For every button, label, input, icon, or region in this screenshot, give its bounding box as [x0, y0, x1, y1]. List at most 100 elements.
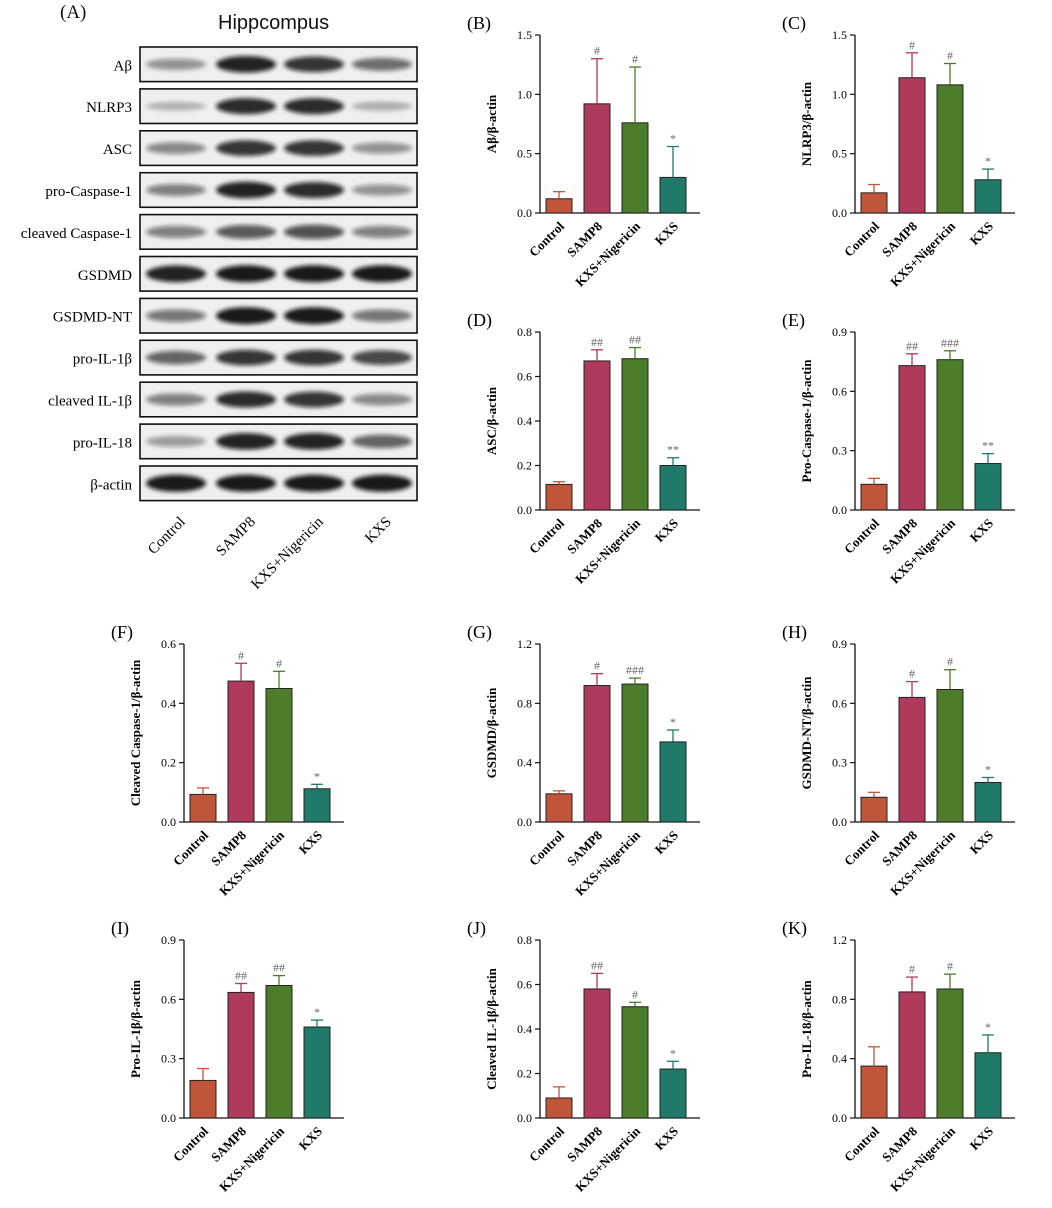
x-tick-label-kxs: KXS [652, 516, 682, 546]
y-tick-label: 0.0 [517, 206, 532, 220]
blot-band [146, 309, 206, 322]
bar-group-control [860, 791, 888, 823]
blot-row-pro-caspase-1: pro-Caspase-1 [45, 171, 418, 209]
blot-row-label: ASC [103, 142, 132, 158]
blot-band [352, 265, 412, 283]
bar-group-kxs-nigericin: # [936, 959, 964, 1119]
panel-label: (I) [111, 918, 129, 939]
bar-group-control [860, 1046, 888, 1119]
blot-band [146, 474, 206, 492]
significance-marker: # [632, 52, 638, 66]
x-tick-label-kxs-nigericin: KXS+Nigericin [572, 515, 644, 587]
blot-band [216, 433, 276, 450]
blot-band [284, 56, 344, 73]
blot-row-label: pro-IL-1β [73, 352, 132, 368]
bar-group-kxs-nigericin: # [621, 987, 649, 1119]
y-tick-label: 0.0 [517, 1111, 532, 1125]
x-tick-label-control: Control [526, 827, 567, 868]
blot-row-label: pro-Caspase-1 [45, 184, 132, 200]
significance-marker: * [314, 769, 320, 783]
chart-g: (G)0.00.40.81.2GSDMD/β-actinControl#SAMP… [467, 622, 700, 899]
blot-row-actin: β-actin [90, 465, 418, 502]
blot-band [146, 142, 206, 154]
significance-marker: ## [591, 335, 603, 349]
y-tick-label: 0.0 [517, 503, 532, 517]
bar-group-samp8: ## [898, 339, 926, 511]
panel-label: (G) [467, 622, 492, 643]
blot-band [146, 265, 206, 283]
bar-group-kxs: * [974, 1020, 1002, 1119]
y-tick-label: 0.6 [832, 696, 847, 710]
bar-kxs [974, 781, 1002, 823]
significance-marker: # [276, 656, 282, 670]
bar-group-kxs: ** [974, 439, 1002, 511]
bar-group-kxs-nigericin: ## [621, 333, 649, 511]
x-tick-label-kxs-nigericin: KXS+Nigericin [216, 827, 288, 899]
y-axis-title: GSDMD-NT/β-actin [799, 676, 814, 790]
blot-row-gsdmd: GSDMD [78, 255, 418, 292]
panel-label: (D) [467, 310, 492, 331]
bar-group-kxs-nigericin: # [621, 52, 649, 214]
panel-label: (H) [782, 622, 807, 643]
bar-group-kxs: * [659, 715, 687, 823]
y-tick-label: 0.0 [161, 1111, 176, 1125]
blot-band [146, 101, 206, 111]
bar-group-kxs-nigericin: # [265, 656, 293, 823]
significance-marker: * [314, 1005, 320, 1019]
blot-band [284, 265, 344, 283]
y-tick-label: 0.6 [161, 637, 176, 651]
y-tick-label: 0.3 [832, 756, 847, 770]
blot-band [284, 433, 344, 450]
y-tick-label: 0.2 [161, 756, 176, 770]
blot-lane-label-kxs: KXS [362, 514, 395, 547]
y-tick-label: 1.2 [517, 637, 532, 651]
x-tick-label-kxs: KXS [967, 1124, 997, 1154]
blot-band [146, 183, 206, 197]
y-tick-label: 0.8 [517, 933, 532, 947]
blot-band [216, 391, 276, 408]
y-axis-title: ASC/β-actin [484, 386, 499, 455]
significance-marker: # [909, 667, 915, 681]
significance-marker: ### [941, 336, 959, 350]
significance-marker: # [594, 44, 600, 58]
panel-label: (B) [467, 13, 491, 34]
bar-group-control [545, 190, 573, 214]
significance-marker: * [670, 715, 676, 729]
blot-row-asc: ASC [103, 130, 418, 167]
panel-label: (K) [782, 918, 807, 939]
blot-row-label: GSDMD-NT [53, 310, 132, 326]
bar-samp8 [898, 365, 926, 511]
significance-marker: # [909, 962, 915, 976]
blot-band [284, 474, 344, 492]
x-tick-label-kxs: KXS [652, 219, 682, 249]
significance-marker: ## [273, 961, 285, 975]
significance-marker: # [632, 987, 638, 1001]
significance-marker: * [985, 154, 991, 168]
significance-marker: # [594, 659, 600, 673]
bar-group-samp8: ## [227, 969, 255, 1119]
blot-band [146, 225, 206, 238]
blot-row-label: GSDMD [78, 268, 132, 284]
blot-row-label: pro-IL-18 [73, 435, 132, 451]
bar-samp8 [898, 77, 926, 214]
bar-control [545, 483, 573, 511]
bar-group-kxs-nigericin: ### [621, 663, 649, 823]
bar-group-samp8: # [583, 44, 611, 214]
bar-group-kxs: * [659, 1046, 687, 1119]
significance-marker: # [947, 655, 953, 669]
significance-marker: ## [906, 339, 918, 353]
bar-samp8 [583, 360, 611, 511]
bar-control [189, 1079, 217, 1119]
x-tick-label-kxs-nigericin: KXS+Nigericin [887, 218, 959, 290]
significance-marker: ** [982, 439, 994, 453]
bar-kxs-nigericin [936, 988, 964, 1119]
y-tick-label: 0.8 [832, 992, 847, 1006]
significance-marker: ** [667, 443, 679, 457]
blot-row-a: Aβ [114, 46, 418, 83]
bar-group-kxs-nigericin: ### [936, 336, 964, 511]
blot-band [216, 56, 276, 73]
bar-group-samp8: ## [583, 958, 611, 1119]
bar-kxs-nigericin [936, 359, 964, 511]
y-tick-label: 1.2 [832, 933, 847, 947]
